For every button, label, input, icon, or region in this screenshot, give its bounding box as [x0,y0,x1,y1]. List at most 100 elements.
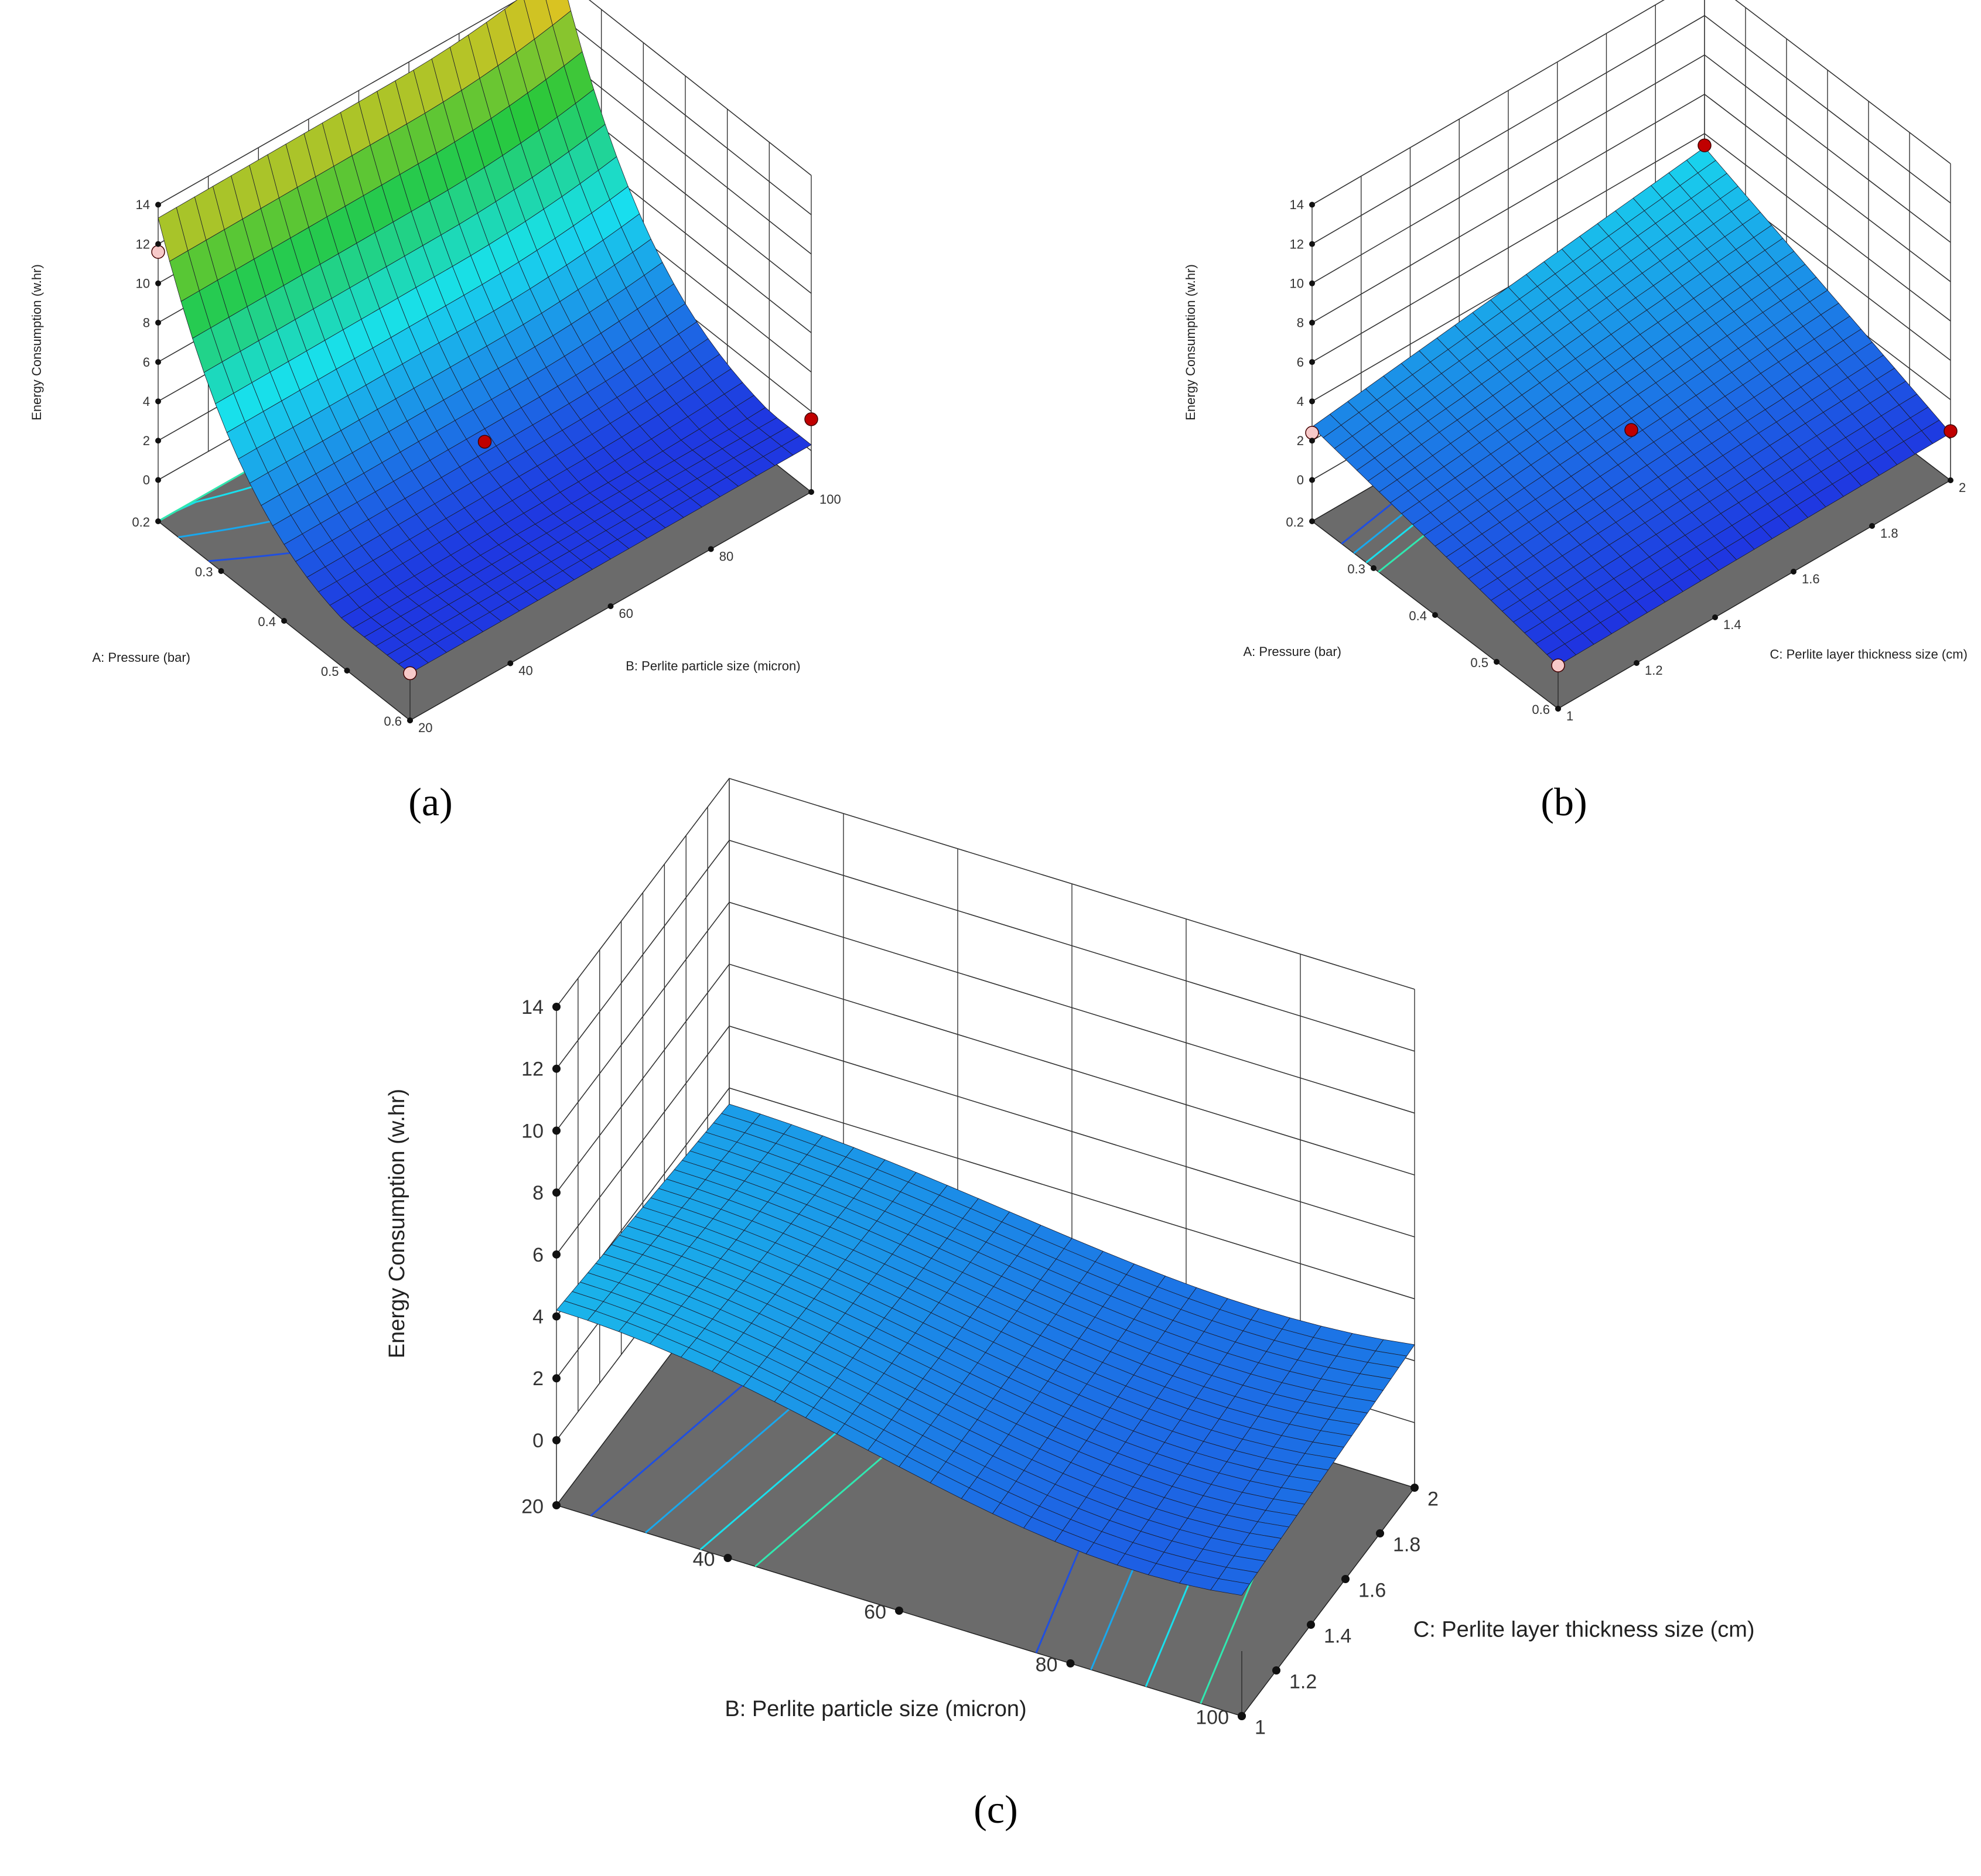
y-tick-mark [1410,1484,1419,1492]
x-axis-label: A: Pressure (bar) [1244,644,1342,659]
x-tick-label: 20 [521,1496,544,1518]
z-tick-mark [552,1312,561,1321]
z-tick-mark [552,1436,561,1444]
x-tick-mark [344,668,350,674]
y-axis: 1 1.2 1.4 1.6 1.8 2 C: Perlite layer thickness… [1555,477,1968,723]
design-point [151,245,165,259]
z-tick-label: 0 [1297,473,1304,487]
x-tick-mark [218,568,224,574]
z-tick-mark [155,241,161,247]
y-tick-label: 20 [418,720,432,735]
x-tick-mark [552,1501,561,1509]
response-surface [1311,147,1951,666]
z-tick-mark [155,201,161,208]
y-tick-label: 2 [1959,480,1966,495]
z-tick-mark [552,1250,561,1259]
design-point [1697,138,1712,152]
z-tick-label: 14 [136,197,150,212]
x-tick-mark [281,618,287,624]
design-point [1305,426,1319,440]
gridline [556,839,1415,1069]
y-tick-mark [1948,477,1953,483]
z-tick-label: 0 [143,473,150,487]
x-tick-label: 60 [864,1601,886,1624]
y-tick-mark [507,660,514,667]
z-tick-mark [155,398,161,405]
z-tick-label: 2 [143,433,150,448]
z-axis-label: Energy Consumption (w.hr) [1183,264,1198,421]
z-tick-label: 8 [1297,316,1304,330]
y-tick-label: 1.8 [1880,526,1898,541]
z-tick-mark [1309,438,1315,444]
y-tick-mark [1555,706,1561,712]
x-tick-label: 0.2 [132,515,150,529]
x-axis: 0.2 0.3 0.4 0.5 0.6 A: Pressure (bar) [1244,515,1561,717]
z-tick-label: 6 [143,355,150,370]
z-tick-mark [552,1126,561,1135]
x-tick-mark [723,1554,732,1562]
y-tick-label: 1.6 [1802,572,1820,586]
gridline [1311,0,1951,206]
y-tick-label: 1 [1566,709,1573,723]
x-tick-label: 0.3 [1347,562,1365,576]
y-tick-mark [1341,1575,1350,1583]
design-point [1624,423,1638,437]
y-axis-label: C: Perlite layer thickness size (cm) [1413,1618,1755,1642]
z-tick-mark [552,1003,561,1011]
chart-a-canvas: 0 2 4 6 8 10 12 14 Energy Consumption (w.hr) 0.2 0… [29,0,841,735]
z-axis: 0 2 4 6 8 10 12 14 Energy Consumption (w.hr) [385,996,561,1452]
z-tick-mark [552,1374,561,1383]
design-points [1305,138,1958,672]
y-tick-mark [1869,523,1875,529]
x-axis-label: A: Pressure (bar) [93,650,191,665]
y-tick-mark [607,603,614,609]
x-tick-label: 100 [1196,1707,1229,1729]
z-tick-mark [1309,398,1315,405]
z-tick-label: 10 [1290,276,1304,291]
y-tick-label: 100 [819,492,841,507]
y-tick-mark [407,717,413,723]
x-tick-label: 0.3 [195,565,213,579]
x-tick-label: 0.2 [1286,515,1304,529]
z-tick-mark [1309,477,1315,483]
x-tick-label: 80 [1036,1654,1058,1676]
design-points [151,245,818,681]
x-axis: 20 40 60 80 100 B: Perlite particle size (mic… [521,1496,1246,1729]
y-tick-label: 2 [1427,1488,1439,1511]
gridline [556,778,1415,1007]
x-tick-mark [155,518,161,524]
z-tick-mark [552,1188,561,1197]
panel-label-c: (c) [974,1787,1018,1831]
y-tick-mark [1376,1529,1384,1537]
z-tick-label: 14 [521,996,544,1019]
z-axis-label: Energy Consumption (w.hr) [29,264,44,421]
design-point [477,435,492,449]
y-tick-label: 60 [619,606,633,621]
y-tick-label: 1.8 [1393,1534,1420,1556]
z-tick-label: 4 [532,1306,544,1328]
y-tick-label: 1.2 [1289,1671,1317,1693]
z-tick-label: 10 [521,1120,544,1142]
x-tick-label: 40 [693,1549,715,1571]
z-tick-label: 8 [143,316,150,330]
y-tick-label: 1 [1255,1717,1266,1739]
z-tick-mark [155,319,161,326]
x-tick-label: 0.4 [258,614,276,629]
design-point [1944,424,1958,438]
z-tick-mark [155,359,161,365]
x-tick-label: 0.5 [1470,655,1488,670]
y-tick-mark [708,546,714,552]
z-tick-label: 4 [143,394,150,409]
design-point [403,666,417,681]
response-surface [556,1103,1415,1596]
y-axis: 1 1.2 1.4 1.6 1.8 2 C: Perlite layer thickness… [1238,1484,1755,1739]
z-tick-label: 2 [532,1368,544,1390]
y-tick-label: 80 [719,549,733,563]
y-tick-label: 1.2 [1645,663,1663,678]
z-tick-mark [1309,319,1315,326]
z-tick-mark [155,280,161,286]
z-tick-label: 4 [1297,394,1304,409]
y-tick-mark [1272,1666,1280,1675]
